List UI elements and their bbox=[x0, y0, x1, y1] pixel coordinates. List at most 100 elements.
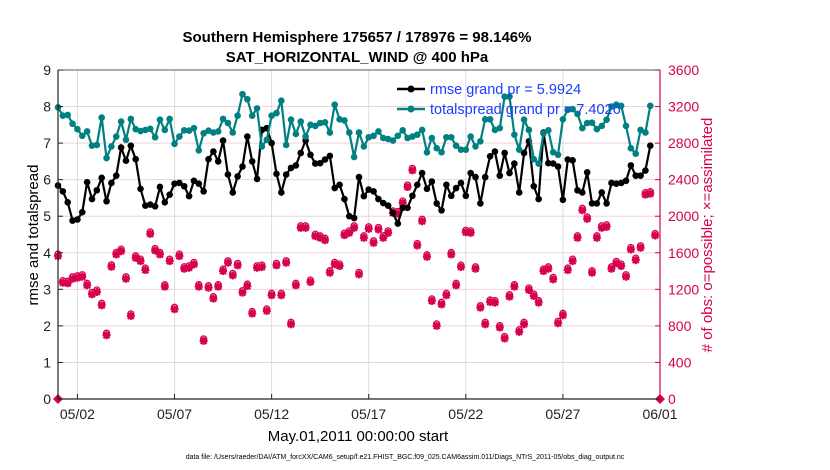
totalspread-point bbox=[525, 126, 533, 134]
obs-assimilated-marker bbox=[291, 281, 300, 290]
rmse-point bbox=[598, 189, 606, 196]
rmse-point bbox=[195, 180, 203, 187]
obs-assimilated-marker bbox=[529, 292, 538, 301]
rmse-point bbox=[248, 158, 256, 165]
totalspread-point bbox=[428, 134, 436, 142]
totalspread-point bbox=[200, 129, 207, 137]
rmse-point bbox=[229, 189, 237, 196]
legend-marker-rmse bbox=[407, 85, 415, 93]
x-tick-label: 05/27 bbox=[545, 406, 580, 422]
y2-tick-label: 3600 bbox=[668, 62, 699, 78]
totalspread-point bbox=[399, 127, 406, 134]
rmse-point bbox=[394, 220, 402, 227]
totalspread-point bbox=[520, 116, 528, 124]
rmse-point bbox=[321, 156, 329, 163]
obs-assimilated-marker bbox=[515, 327, 524, 336]
chart-title-line-2: SAT_HORIZONTAL_WIND @ 400 hPa bbox=[226, 49, 489, 66]
totalspread-point bbox=[472, 143, 479, 150]
rmse-point bbox=[486, 152, 494, 160]
obs-assimilated-marker bbox=[398, 198, 407, 207]
totalspread-point bbox=[263, 136, 271, 144]
rmse-point bbox=[603, 200, 610, 207]
totalspread-point bbox=[486, 116, 494, 123]
totalspread-point bbox=[316, 119, 324, 127]
obs-assimilated-marker bbox=[539, 267, 548, 276]
totalspread-point bbox=[598, 122, 606, 130]
obs-assimilated-marker bbox=[413, 241, 422, 250]
obs-assimilated-marker bbox=[418, 217, 427, 226]
rmse-point bbox=[520, 149, 528, 157]
rmse-point bbox=[78, 208, 86, 216]
obs-assimilated-marker bbox=[379, 233, 388, 242]
obs-assimilated-marker bbox=[63, 279, 72, 288]
rmse-point bbox=[273, 170, 280, 178]
obs-assimilated-marker bbox=[495, 323, 504, 332]
totalspread-point bbox=[108, 143, 115, 150]
obs-assimilated-marker bbox=[549, 275, 558, 284]
totalspread-point bbox=[564, 106, 572, 114]
rmse-point bbox=[472, 173, 479, 181]
obs-assimilated-marker bbox=[287, 320, 296, 329]
totalspread-point bbox=[622, 122, 630, 130]
rmse-point bbox=[171, 180, 178, 187]
obs-assimilated-marker bbox=[384, 228, 393, 237]
rmse-point bbox=[74, 216, 81, 223]
rmse-point bbox=[166, 191, 173, 198]
rmse-point bbox=[588, 200, 596, 207]
y2-tick-label: 800 bbox=[668, 318, 692, 334]
rmse-point bbox=[253, 175, 261, 183]
rmse-point bbox=[438, 207, 445, 214]
totalspread-point bbox=[481, 116, 489, 123]
totalspread-point bbox=[447, 133, 455, 141]
y-tick-label: 9 bbox=[43, 62, 51, 78]
rmse-point bbox=[530, 182, 538, 190]
totalspread-point bbox=[273, 109, 280, 117]
totalspread-point bbox=[637, 126, 644, 134]
rmse-point bbox=[462, 192, 470, 200]
obs-assimilated-marker bbox=[573, 233, 582, 242]
rmse-point bbox=[608, 179, 615, 187]
totalspread-point bbox=[350, 153, 358, 161]
obs-assimilated-marker bbox=[83, 281, 92, 290]
totalspread-point bbox=[117, 118, 125, 125]
obs-assimilated-marker bbox=[112, 250, 121, 259]
rmse-point bbox=[399, 204, 406, 212]
rmse-line bbox=[57, 126, 652, 227]
obs-assimilated-marker bbox=[257, 263, 266, 272]
totalspread-point bbox=[229, 129, 237, 136]
rmse-point bbox=[180, 182, 188, 190]
rmse-point bbox=[239, 163, 246, 170]
rmse-point bbox=[234, 173, 241, 180]
obs-assimilated-marker bbox=[165, 257, 174, 266]
obs-assimilated-marker bbox=[253, 263, 262, 272]
obs-assimilated-marker bbox=[267, 291, 276, 300]
totalspread-point bbox=[540, 129, 547, 137]
y2-tick-label: 2000 bbox=[668, 208, 699, 224]
totalspread-point bbox=[433, 144, 440, 152]
totalspread-point bbox=[166, 115, 173, 123]
rmse-point bbox=[122, 157, 130, 164]
rmse-point bbox=[360, 192, 368, 200]
rmse-point bbox=[627, 162, 635, 169]
rmse-point bbox=[389, 209, 397, 217]
footer-data-file: data file: /Users/raeder/DAI/ATM_forcXX/… bbox=[186, 454, 625, 461]
totalspread-point bbox=[574, 110, 581, 118]
totalspread-point bbox=[443, 133, 450, 141]
obs-assimilated-marker bbox=[272, 261, 281, 270]
obs-assimilated-marker bbox=[403, 182, 412, 191]
rmse-point bbox=[564, 156, 572, 163]
rmse-point bbox=[214, 158, 222, 165]
obs-assimilated-marker bbox=[592, 233, 601, 242]
y-tick-label: 8 bbox=[43, 99, 51, 115]
rmse-point bbox=[137, 185, 144, 193]
rmse-point bbox=[355, 173, 363, 181]
x-tick-label: 05/02 bbox=[60, 406, 95, 422]
rmse-point bbox=[413, 181, 421, 189]
obs-assimilated-marker bbox=[437, 300, 446, 309]
obs-assimilated-marker bbox=[374, 225, 383, 234]
obs-assimilated-marker bbox=[340, 231, 349, 240]
rmse-point bbox=[278, 189, 285, 196]
totalspread-point bbox=[506, 93, 513, 100]
obs-assimilated-marker bbox=[121, 274, 130, 283]
